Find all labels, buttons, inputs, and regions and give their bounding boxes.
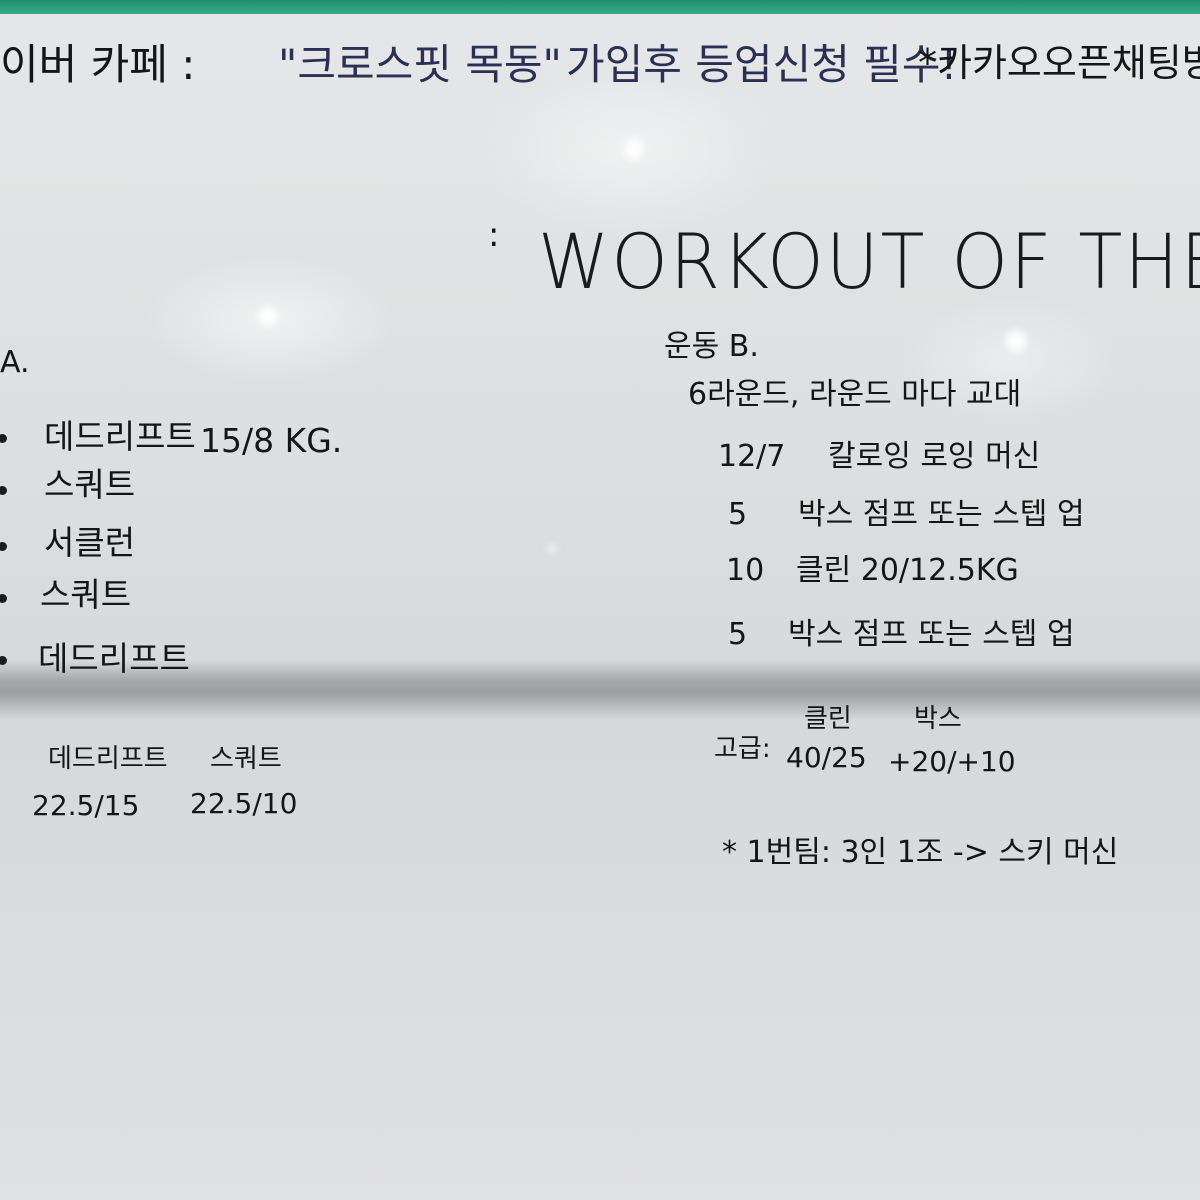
workout-a-heading: A. [0, 345, 30, 380]
light-reflection [548, 545, 556, 553]
list-item: 스쿼트 [0, 578, 300, 622]
exercise-weight: 15/8 KG. [200, 421, 343, 460]
exercise-name: 데드리프트 [38, 639, 190, 678]
advanced-a-deadlift-label: 데드리프트 [48, 744, 168, 774]
light-reflection [258, 306, 278, 326]
workout-b-heading: 운동 B. [664, 329, 759, 364]
advanced-a-deadlift-value: 22.5/15 [32, 789, 140, 822]
team-note: * 1번팀: 3인 1조 -> 스키 머신 [722, 835, 1119, 870]
list-item: 데드리프트 15/8 KG. [0, 420, 420, 464]
bullet [0, 594, 7, 603]
advanced-b-label: 고급: [714, 734, 771, 764]
reps: 5 [728, 617, 748, 652]
light-reflection [1005, 330, 1027, 352]
exercise-name: 스쿼트 [44, 465, 136, 504]
board-frame-top [0, 0, 1200, 14]
workout-b-scheme: 6라운드, 라운드 마다 교대 [688, 377, 1022, 412]
movement: 박스 점프 또는 스텝 업 [798, 497, 1085, 532]
reps: 5 [728, 497, 748, 532]
bullet [0, 542, 7, 551]
list-item: 서클런 [0, 526, 300, 570]
list-item: 5 박스 점프 또는 스텝 업 [728, 620, 1168, 660]
list-item: 12/7 칼로잉 로잉 머신 [718, 442, 1158, 482]
advanced-a-squat-label: 스쿼트 [210, 744, 282, 774]
cafe-name: "크로스핏 목동" [278, 40, 562, 89]
bullet [0, 434, 7, 443]
workout-title: WORKOUT OF THE DAY [538, 217, 1200, 307]
bullet [0, 656, 7, 665]
advanced-b-clean-label: 클린 [804, 704, 852, 734]
advanced-b-clean-value: 40/25 [786, 741, 867, 774]
list-item: 스쿼트 [0, 468, 300, 512]
shadow-band [0, 660, 1200, 720]
kakao-note: *카카오오픈채팅방 [918, 41, 1200, 85]
exercise-name: 스쿼트 [40, 575, 132, 614]
exercise-name: 서클런 [44, 523, 136, 562]
reps: 12/7 [718, 439, 786, 474]
signup-note: 가입후 등업신청 필수! [566, 40, 958, 89]
light-reflection [625, 138, 643, 160]
advanced-b-box-value: +20/+10 [888, 745, 1016, 778]
advanced-b-box-label: 박스 [914, 704, 962, 734]
advanced-a-squat-value: 22.5/10 [190, 787, 298, 820]
title-colon-mark: : [488, 215, 500, 255]
list-item: 데드리프트 [0, 642, 300, 686]
list-item: 10 클린 20/12.5KG [726, 556, 1166, 596]
bullet [0, 486, 7, 495]
list-item: 5 박스 점프 또는 스텝 업 [728, 500, 1168, 540]
reps: 10 [726, 553, 765, 588]
movement: 박스 점프 또는 스텝 업 [788, 617, 1075, 652]
cafe-label: 이버 카페 : [0, 40, 196, 89]
exercise-name: 데드리프트 [44, 417, 196, 456]
movement: 클린 20/12.5KG [796, 553, 1019, 588]
movement: 칼로잉 로잉 머신 [828, 439, 1041, 474]
